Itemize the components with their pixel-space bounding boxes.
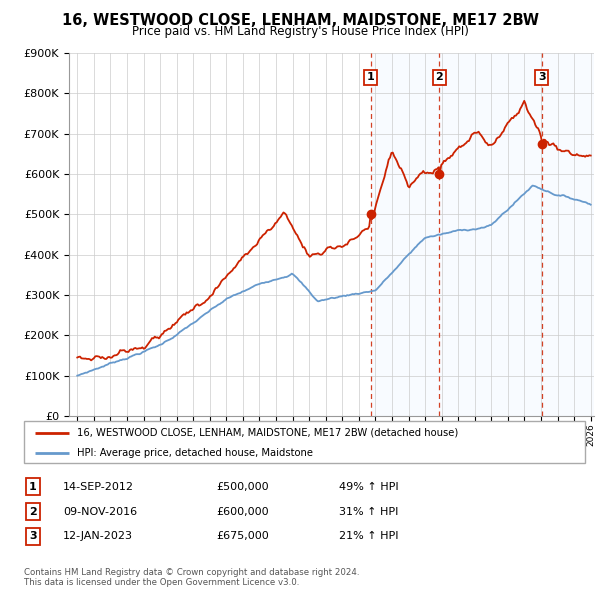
Text: 2: 2: [29, 507, 37, 516]
FancyBboxPatch shape: [24, 421, 585, 463]
Text: 1: 1: [29, 482, 37, 491]
Text: 14-SEP-2012: 14-SEP-2012: [63, 482, 134, 491]
Text: 1: 1: [367, 73, 374, 82]
Text: 16, WESTWOOD CLOSE, LENHAM, MAIDSTONE, ME17 2BW: 16, WESTWOOD CLOSE, LENHAM, MAIDSTONE, M…: [62, 13, 539, 28]
Bar: [439, 53, 542, 416]
Text: 09-NOV-2016: 09-NOV-2016: [63, 507, 137, 516]
Text: 3: 3: [538, 73, 545, 82]
Text: 3: 3: [29, 532, 37, 541]
Bar: [371, 53, 439, 416]
Text: Price paid vs. HM Land Registry's House Price Index (HPI): Price paid vs. HM Land Registry's House …: [131, 25, 469, 38]
Text: 49% ↑ HPI: 49% ↑ HPI: [339, 482, 398, 491]
Text: 21% ↑ HPI: 21% ↑ HPI: [339, 532, 398, 541]
Text: £600,000: £600,000: [216, 507, 269, 516]
Text: HPI: Average price, detached house, Maidstone: HPI: Average price, detached house, Maid…: [77, 448, 313, 457]
Text: 12-JAN-2023: 12-JAN-2023: [63, 532, 133, 541]
Text: Contains HM Land Registry data © Crown copyright and database right 2024.
This d: Contains HM Land Registry data © Crown c…: [24, 568, 359, 587]
Text: 16, WESTWOOD CLOSE, LENHAM, MAIDSTONE, ME17 2BW (detached house): 16, WESTWOOD CLOSE, LENHAM, MAIDSTONE, M…: [77, 428, 458, 438]
Text: 31% ↑ HPI: 31% ↑ HPI: [339, 507, 398, 516]
Text: 2: 2: [436, 73, 443, 82]
Bar: [542, 53, 594, 416]
Text: £675,000: £675,000: [216, 532, 269, 541]
Text: £500,000: £500,000: [216, 482, 269, 491]
